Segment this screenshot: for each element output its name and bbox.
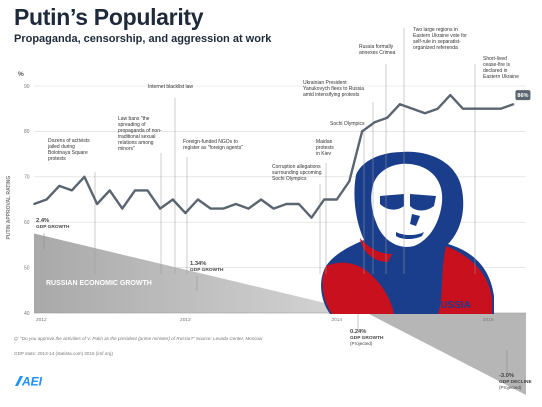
data-point <box>272 207 275 210</box>
poster-label: RUSSIA <box>433 300 471 311</box>
x-tick-label: 2012 <box>36 317 47 323</box>
poster-face-shadow <box>396 214 424 239</box>
data-point <box>134 189 136 192</box>
data-point <box>58 184 61 187</box>
annotation-text: Two large regions in Eastern Ukraine vote… <box>413 27 467 51</box>
gdp-title: RUSSIAN ECONOMIC GROWTH <box>46 280 152 287</box>
data-point <box>424 112 426 115</box>
data-point <box>386 116 389 119</box>
logo-swoosh-icon <box>15 376 23 386</box>
data-point <box>45 198 48 201</box>
data-point <box>222 207 225 210</box>
data-point <box>373 121 376 124</box>
putin-poster: RUSSIA <box>321 151 494 314</box>
chart-title: Putin’s Popularity <box>14 4 204 30</box>
data-point <box>310 216 313 219</box>
y-axis-label: PUTIN APPROVAL RATING <box>6 176 12 240</box>
data-point <box>197 198 199 201</box>
approval-line: 86% <box>33 90 531 219</box>
data-point <box>83 175 86 178</box>
y-tick-label: 50 <box>24 265 30 271</box>
data-point <box>108 189 111 192</box>
annotation-text: Foreign-funded NGOs to register as "forei… <box>183 139 243 151</box>
data-point <box>70 189 73 192</box>
x-tick-label: 2013 <box>180 317 191 323</box>
data-point <box>298 203 300 205</box>
gdp-value-label: 2.4% <box>36 218 49 224</box>
data-point <box>33 203 35 205</box>
data-point <box>234 203 237 205</box>
data-point <box>209 207 212 210</box>
data-point <box>411 107 414 110</box>
data-point <box>146 189 149 192</box>
data-point <box>335 198 338 201</box>
gdp-caption-label: GDP GROWTH <box>350 335 384 341</box>
data-point <box>260 198 262 201</box>
data-point <box>361 130 363 133</box>
data-point <box>96 203 99 205</box>
annotations: Dozens of activists jailed during Bolotnay… <box>47 27 519 274</box>
x-tick-label: 2014 <box>331 317 342 323</box>
data-point <box>474 107 477 110</box>
gdp-value-label: 1.34% <box>190 261 206 267</box>
chart-subtitle: Propaganda, censorship, and aggression a… <box>14 33 272 45</box>
gdp-note-label: (Projected) <box>350 341 373 346</box>
survey-footnote: Q: "Do you approve the activities of V. … <box>14 336 263 341</box>
y-unit-label: % <box>18 71 24 78</box>
annotation-text: Ukrainian President Yanukovych flees to R… <box>303 80 364 98</box>
data-point <box>159 207 162 210</box>
logo-text: AEI <box>21 375 43 389</box>
annotation-text: Russia formally annexes Crimea <box>359 44 396 56</box>
gdp-growth-wedge <box>34 233 368 313</box>
y-tick-label: 70 <box>24 175 30 181</box>
gdp-note-label: (Projected) <box>499 385 522 390</box>
poster-red-mass <box>322 238 492 314</box>
data-point <box>121 207 124 210</box>
data-point <box>285 203 288 205</box>
gdp-caption-label: GDP GROWTH <box>36 224 70 230</box>
gdp-caption-label: GDP DECLINE <box>499 379 532 385</box>
end-value-label: 86% <box>517 93 528 99</box>
data-point <box>184 212 187 215</box>
y-tick-label: 60 <box>24 220 30 226</box>
y-tick-label: 90 <box>24 84 30 90</box>
annotation-text: Dozens of activists jailed during Bolotnay… <box>47 138 90 162</box>
annotation-text: Law bans "the spreading of propaganda of n… <box>118 116 162 152</box>
data-point <box>247 207 250 210</box>
data-point <box>499 107 502 110</box>
data-point <box>398 103 401 106</box>
data-point <box>449 94 452 96</box>
data-point <box>323 198 326 201</box>
gdp-source-note: GDP stats: 2013-14 (statista.com) 2015 (… <box>14 351 113 356</box>
data-point <box>436 107 439 110</box>
data-point <box>348 180 351 183</box>
end-value-badge <box>515 90 531 101</box>
annotation-text: Maidan protests in Kiev <box>316 139 334 157</box>
data-point <box>171 198 174 201</box>
annotation-text: Internet blacklist law <box>148 84 193 90</box>
gdp-decline-wedge <box>367 313 526 395</box>
poster-sunglasses <box>380 194 436 211</box>
y-tick-label: 80 <box>24 129 30 135</box>
poster-face-white <box>371 163 443 247</box>
data-point <box>461 107 464 110</box>
aei-logo[interactable]: AEI <box>14 373 48 389</box>
x-tick-label: 2015 <box>483 317 494 323</box>
data-point <box>487 107 490 110</box>
data-point <box>512 103 515 106</box>
axes: 40 50 60 70 80 90% PUTIN APPROVAL RATING 2012 20… <box>6 71 494 323</box>
annotation-text: Short-lived cease-fire is declared in Easte… <box>483 56 519 80</box>
annotation-text: Sochi Olympics <box>330 121 365 127</box>
gdp-caption-label: GDP GROWTH <box>190 267 224 273</box>
annotation-text: Corruption allegations surrounding upcomi… <box>272 164 322 182</box>
gdp-value-label: 0.24% <box>350 329 366 335</box>
y-tick-label: 40 <box>24 311 30 317</box>
gdp-value-label: -3.0% <box>499 373 514 379</box>
